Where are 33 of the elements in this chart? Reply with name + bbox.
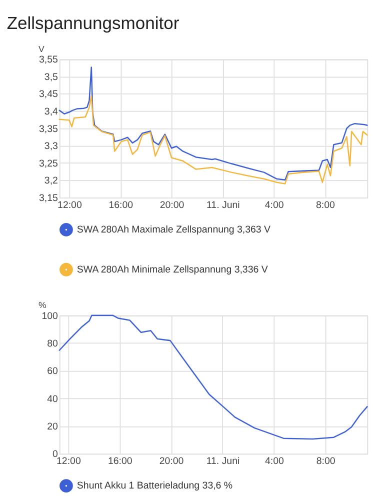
- y-tick-label: 3,3: [44, 141, 58, 152]
- y-tick-label: 3,5: [44, 72, 58, 83]
- y-tick-label: 100: [42, 310, 59, 322]
- y-tick-label: 3,2: [44, 176, 58, 187]
- x-tick-label: 12:00: [58, 200, 82, 211]
- x-tick-label: 8:00: [316, 200, 336, 211]
- chart-title: Zellspannungsmonitor: [6, 13, 180, 34]
- x-tick-label: 20:00: [159, 456, 184, 467]
- x-tick-label: 12:00: [56, 456, 82, 467]
- y-tick-label: 80: [47, 338, 59, 350]
- y-tick-label: 20: [47, 421, 59, 432]
- y-tick-label: 0: [52, 449, 59, 460]
- x-tick-label: 16:00: [108, 456, 133, 467]
- y-tick-label: 3,4: [44, 106, 59, 118]
- x-tick-label: 20:00: [160, 200, 185, 211]
- y-tick-label: 3,35: [39, 124, 58, 135]
- y-axis-title: V: [38, 44, 44, 54]
- y-axis-title: %: [38, 300, 46, 310]
- legend-label: SWA 280Ah Minimale Zellspannung 3,336 V: [76, 264, 268, 276]
- x-tick-label: 11. Juni: [206, 456, 240, 467]
- legend-label: SWA 280Ah Maximale Zellspannung 3,363 V: [76, 224, 272, 236]
- y-tick-label: 3,15: [39, 192, 58, 204]
- x-tick-label: 4:00: [264, 200, 284, 211]
- y-tick-label: 3,25: [39, 158, 58, 170]
- x-tick-label: 11. Juni: [206, 200, 240, 211]
- x-tick-label: 16:00: [108, 200, 134, 211]
- y-tick-label: 3,45: [39, 89, 58, 100]
- legend-label: Shunt Akku 1 Batterieladung 33,6 %: [76, 480, 233, 492]
- x-tick-label: 8:00: [316, 456, 336, 467]
- x-tick-label: 4:00: [264, 456, 284, 467]
- y-tick-label: 60: [47, 366, 59, 378]
- y-tick-label: 40: [47, 394, 59, 405]
- y-tick-label: 3,55: [39, 54, 58, 66]
